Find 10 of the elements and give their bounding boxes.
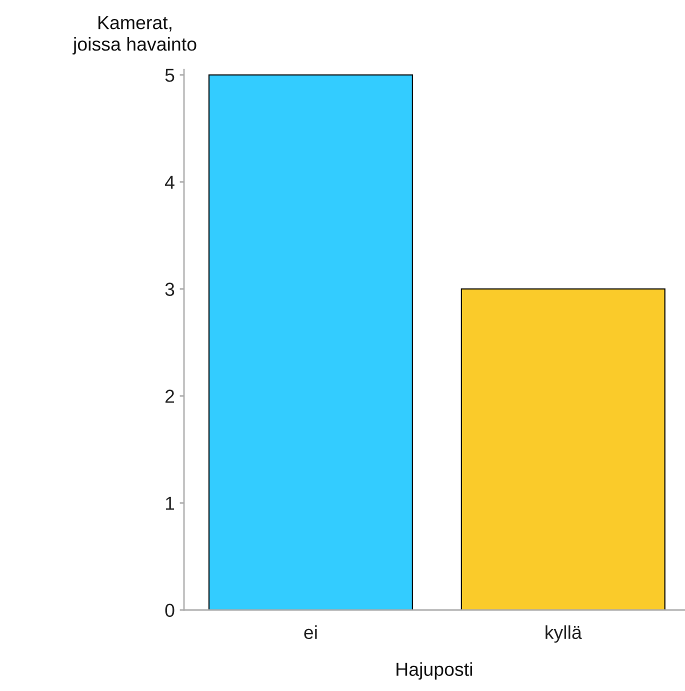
x-tick-label: ei (304, 625, 317, 640)
y-tick-label: 1 (166, 496, 174, 510)
y-tick-label: 0 (165, 604, 174, 617)
y-tick-label: 5 (165, 68, 174, 82)
y-tick-label: 3 (165, 282, 174, 296)
x-tick-label: kyllä (546, 625, 582, 643)
y-tick-label: 4 (164, 176, 174, 189)
x-axis-title: Hajuposti (396, 662, 472, 680)
y-axis-title: Kamerat, joissa havainto (72, 16, 196, 55)
y-tick-label: 2 (165, 390, 174, 403)
